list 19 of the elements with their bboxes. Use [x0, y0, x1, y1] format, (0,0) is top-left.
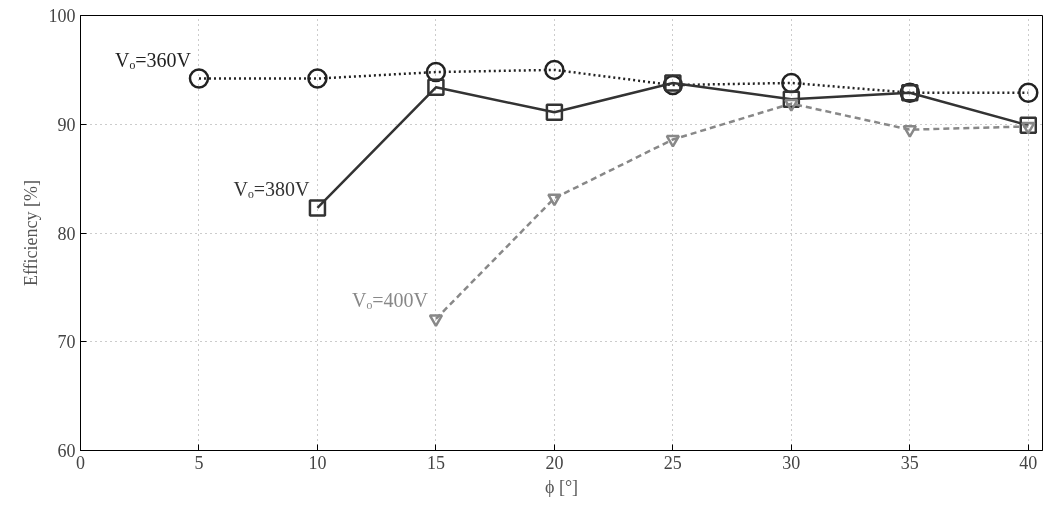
x-tick-label: 40 [1019, 452, 1038, 473]
y-axis-title: Efficiency [%] [20, 179, 41, 287]
y-tick-label: 80 [57, 223, 76, 244]
x-tick-label: 10 [308, 452, 327, 473]
y-tick-label: 90 [57, 114, 76, 135]
x-tick-label: 30 [782, 452, 801, 473]
x-tick-label: 35 [900, 452, 919, 473]
series-label: Vₒ=380V [233, 177, 310, 200]
y-tick-label: 70 [57, 332, 76, 353]
x-axis-title: ϕ [°] [544, 476, 579, 497]
x-tick-label: 20 [545, 452, 564, 473]
x-tick-label: 25 [663, 452, 682, 473]
y-tick-label: 60 [57, 441, 76, 461]
series-label: Vₒ=400V [351, 288, 429, 311]
y-tick-label: 100 [48, 6, 76, 26]
series-label: Vₒ=360V [115, 48, 192, 71]
x-tick-label: 0 [76, 452, 85, 473]
x-tick-label: 15 [426, 452, 445, 473]
x-tick-label: 5 [194, 452, 204, 473]
